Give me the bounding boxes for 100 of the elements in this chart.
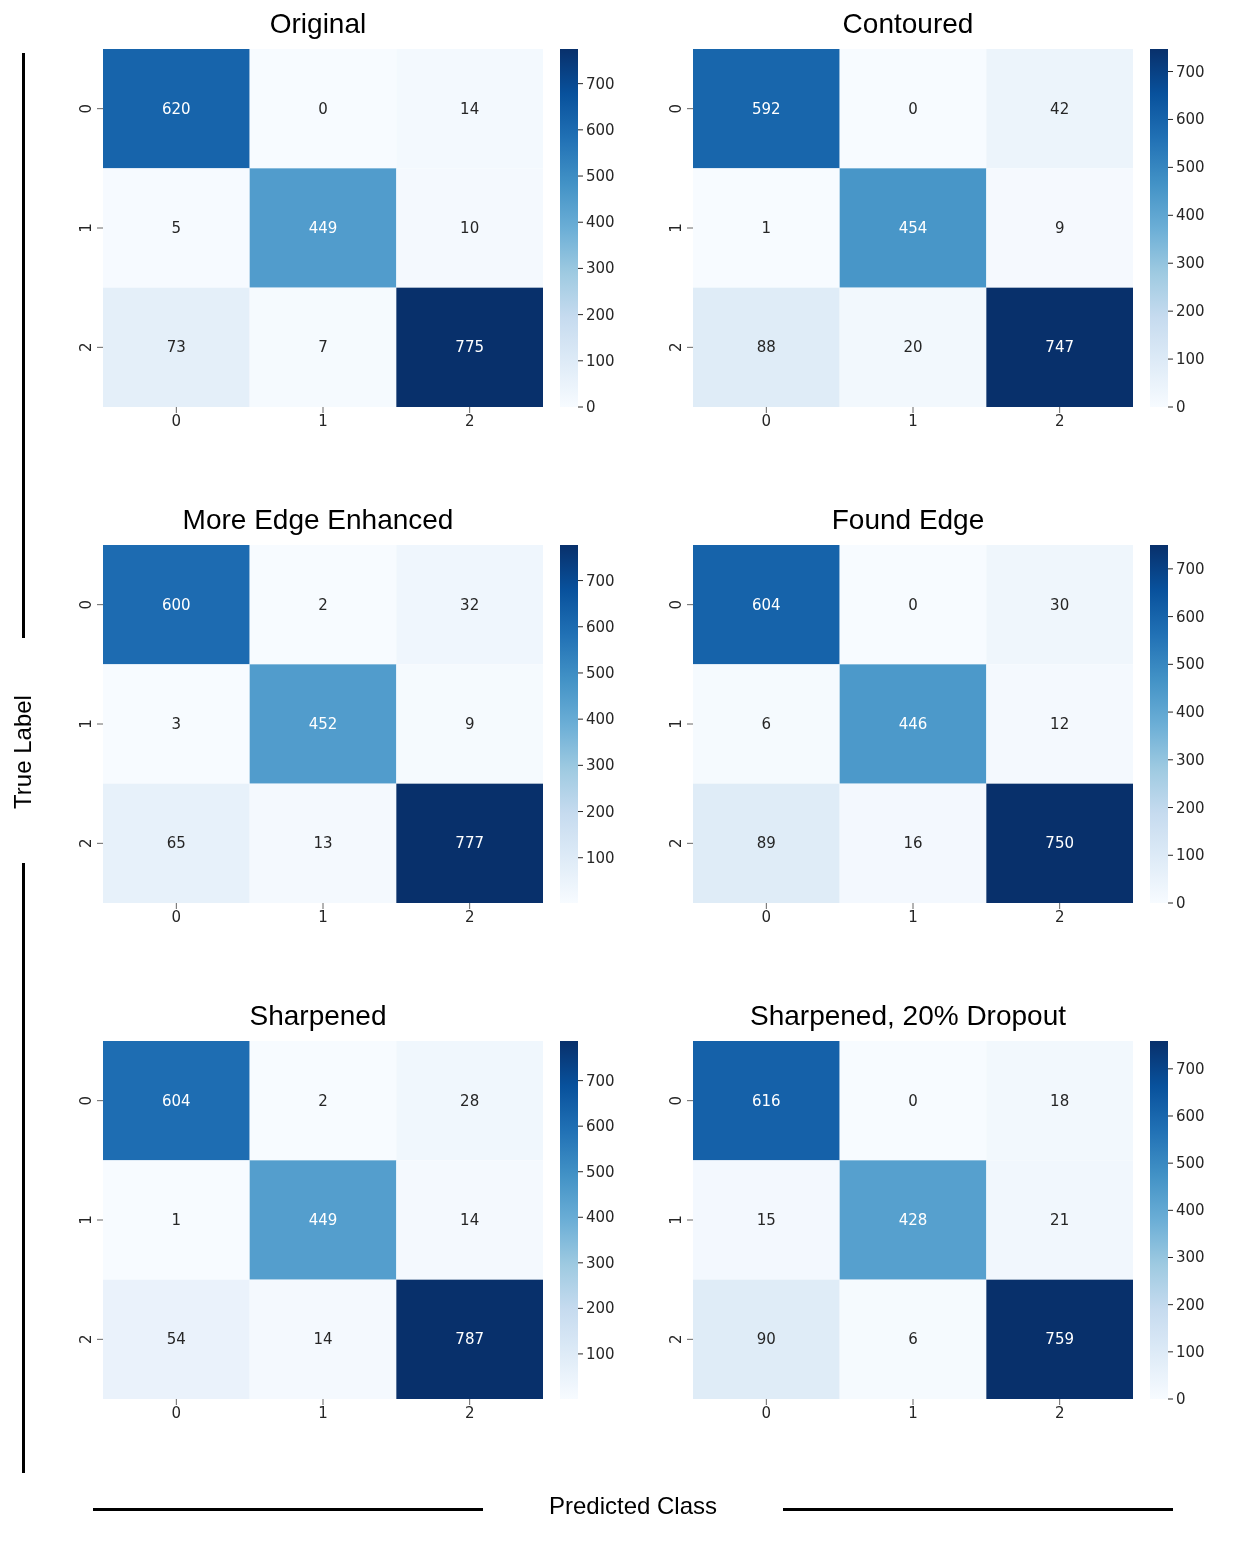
data-label: 20	[903, 338, 923, 357]
color-bar-label: 500	[1176, 1154, 1205, 1173]
data-label: 604	[752, 595, 781, 614]
color-bar-label: 700	[1176, 559, 1205, 578]
data-label: 14	[460, 99, 480, 118]
x-tick-label: 0	[171, 411, 182, 430]
data-label: 42	[1050, 99, 1070, 118]
data-label: 16	[903, 834, 923, 853]
x-tick-label: 2	[1054, 411, 1065, 430]
color-bar-label: 500	[586, 663, 615, 682]
data-label: 449	[308, 219, 338, 237]
color-bar-label: 300	[586, 756, 615, 775]
color-bar-label: 100	[1176, 846, 1205, 865]
data-label: 750	[1045, 834, 1074, 853]
x-tick-label: 0	[761, 1403, 772, 1422]
data-label: 775	[455, 338, 484, 357]
x-tick-label: 2	[464, 411, 475, 430]
color-bar-label: 100	[586, 351, 615, 370]
color-bar-label: 100	[586, 1344, 615, 1363]
data-label: 777	[455, 834, 484, 853]
color-bar-label: 400	[586, 710, 615, 729]
color-bar-label: 100	[586, 848, 615, 867]
data-label: 0	[908, 595, 918, 614]
color-bar-label: 200	[586, 1299, 615, 1318]
x-tick-label: 2	[464, 1403, 475, 1422]
data-label: 7	[318, 338, 328, 357]
color-bar-label: 600	[1176, 110, 1205, 129]
y-tick-label: 2	[667, 342, 685, 353]
x-tick-label: 0	[761, 907, 772, 926]
color-bar-label: 100	[1176, 1342, 1205, 1361]
color-bar-label: 400	[1176, 703, 1205, 722]
color-bar-label: 300	[586, 259, 615, 278]
color-bar-label: 200	[586, 802, 615, 821]
color-bar-label: 300	[1176, 750, 1205, 769]
chart-title: Contoured	[841, 8, 975, 41]
chart-title: More Edge Enhanced	[181, 504, 455, 537]
data-label: 449	[308, 1211, 338, 1229]
y-tick-label: 2	[667, 838, 685, 849]
x-tick-label: 2	[1054, 907, 1065, 926]
data-label: 616	[752, 1091, 781, 1110]
y-tick-label: 0	[667, 1095, 685, 1106]
y-axis-title: True Label	[9, 694, 37, 811]
data-label: 90	[756, 1330, 776, 1349]
x-tick-label: 1	[908, 1403, 918, 1422]
color-bar-label: 700	[586, 74, 615, 93]
color-bar-label: 0	[1176, 1390, 1186, 1408]
color-bar-label: 500	[586, 167, 615, 186]
data-label: 0	[908, 1091, 918, 1110]
color-bar-label: 0	[586, 398, 596, 416]
y-tick-label: 0	[667, 103, 685, 114]
data-label: 600	[162, 595, 191, 614]
color-bar-label: 200	[1176, 1295, 1205, 1314]
data-label: 21	[1050, 1211, 1070, 1229]
color-bar-label: 300	[1176, 1248, 1205, 1267]
data-label: 6	[761, 715, 772, 733]
x-tick-label: 2	[1054, 1403, 1065, 1422]
y-tick-label: 0	[667, 599, 685, 610]
data-label: 14	[460, 1211, 480, 1229]
y-tick-label: 0	[77, 1095, 95, 1106]
data-label: 9	[1054, 219, 1065, 237]
y-tick-label: 0	[77, 103, 95, 114]
chart-title: Found Edge	[830, 504, 986, 537]
color-bar-label: 700	[586, 1071, 615, 1090]
color-bar-label: 100	[1176, 350, 1205, 369]
color-bar-label: 200	[1176, 302, 1205, 321]
color-bar-label: 400	[586, 1208, 615, 1227]
data-label: 454	[898, 219, 928, 237]
data-label: 446	[898, 715, 928, 733]
data-label: 5	[171, 219, 182, 237]
data-label: 1	[171, 1211, 182, 1229]
color-bar-label: 400	[586, 213, 615, 232]
color-bar-label: 200	[586, 305, 615, 324]
data-label: 65	[166, 834, 186, 853]
color-bar-label: 600	[586, 120, 615, 139]
x-tick-label: 1	[318, 1403, 328, 1422]
color-bar-label: 0	[1176, 894, 1186, 912]
data-label: 2	[318, 1091, 328, 1110]
data-label: 428	[898, 1211, 928, 1229]
data-label: 73	[166, 338, 186, 357]
color-bar-label: 700	[586, 571, 615, 590]
data-label: 30	[1050, 595, 1070, 614]
y-tick-label: 1	[667, 719, 685, 729]
data-label: 6	[908, 1330, 918, 1349]
data-label: 12	[1050, 715, 1070, 733]
color-bar-label: 700	[1176, 62, 1205, 81]
data-label: 18	[1050, 1091, 1070, 1110]
data-label: 89	[756, 834, 776, 853]
data-label: 747	[1045, 338, 1074, 357]
data-label: 592	[752, 99, 781, 118]
y-tick-label: 2	[77, 1334, 95, 1345]
chart-title: Sharpened	[248, 1000, 388, 1033]
data-label: 452	[308, 715, 338, 733]
data-label: 10	[460, 219, 480, 237]
color-bar-label: 600	[586, 1117, 615, 1136]
data-label: 28	[460, 1091, 480, 1110]
x-tick-label: 1	[908, 907, 918, 926]
x-tick-label: 1	[318, 907, 328, 926]
data-label: 1	[761, 219, 772, 237]
y-tick-label: 1	[667, 223, 685, 233]
data-label: 0	[908, 99, 918, 118]
